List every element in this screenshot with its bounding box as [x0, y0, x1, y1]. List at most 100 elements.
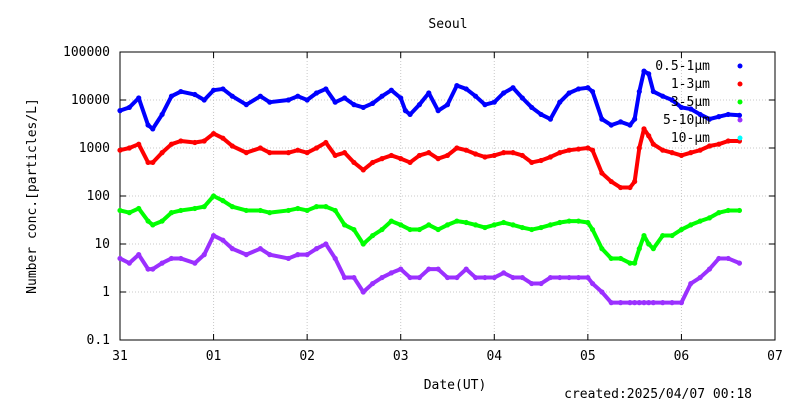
data-segment — [244, 94, 263, 107]
data-segment — [333, 256, 347, 280]
legend-marker — [737, 81, 743, 87]
data-segment — [548, 100, 562, 122]
data-segment — [333, 208, 347, 227]
data-segment — [178, 138, 197, 145]
data-segment — [178, 89, 197, 97]
y-tick-label: 1 — [102, 285, 110, 300]
legend: 0.5-1μm 1-3μm 3-5μm 5-10μm 10-μm — [655, 59, 743, 146]
data-segment — [454, 267, 469, 280]
data-segment — [160, 210, 174, 224]
data-segment — [178, 256, 197, 266]
data-segment — [351, 227, 366, 246]
y-tick-label: 100000 — [63, 45, 110, 60]
data-segment — [267, 252, 291, 261]
x-tick-label: 07 — [767, 349, 783, 364]
data-segment — [136, 252, 151, 272]
x-tick-label: 01 — [206, 349, 222, 364]
y-tick-label: 10 — [94, 237, 110, 252]
data-segment — [230, 246, 249, 257]
data-segment — [637, 69, 646, 94]
data-segment — [202, 194, 216, 209]
y-axis-label: Number conc.[particles/L] — [25, 98, 40, 294]
data-segment — [679, 281, 693, 305]
data-segment — [646, 71, 656, 94]
data-segment — [150, 112, 165, 131]
data-segment — [445, 83, 459, 107]
data-segment — [351, 275, 366, 294]
data-segment — [408, 102, 422, 117]
data-segment — [599, 246, 614, 261]
data-segment — [726, 112, 742, 118]
data-segment — [590, 281, 604, 294]
legend-marker — [737, 135, 743, 141]
data-segment — [464, 267, 478, 280]
data-segment — [632, 246, 642, 266]
data-segment — [160, 94, 174, 117]
x-tick-label: 05 — [580, 349, 596, 364]
data-segment — [136, 206, 151, 224]
y-ticks: 100000 10000 1000 100 10 1 0.1 — [63, 45, 775, 348]
data-segment — [707, 256, 721, 272]
data-segment — [230, 94, 249, 107]
data-segment — [230, 144, 249, 155]
series-3 — [117, 193, 743, 266]
x-ticks: 31 01 02 03 04 05 06 07 — [112, 52, 783, 364]
data-segment — [323, 140, 338, 158]
data-segment — [511, 85, 525, 101]
chart-title: Seoul — [428, 17, 467, 32]
data-segment — [230, 204, 249, 213]
data-segment — [590, 89, 604, 122]
data-segment — [590, 148, 604, 176]
data-segment — [220, 136, 235, 149]
data-segment — [632, 89, 642, 122]
data-segment — [136, 142, 151, 165]
legend-marker — [737, 117, 743, 123]
data-segment — [160, 142, 174, 155]
data-segment — [342, 150, 356, 165]
data-segment — [436, 267, 450, 280]
data-segment — [590, 227, 604, 251]
data-segment — [632, 146, 642, 184]
series-4 — [117, 232, 743, 306]
y-tick-label: 100 — [87, 189, 110, 204]
data-segment — [417, 90, 431, 107]
x-tick-label: 02 — [299, 349, 315, 364]
data-segment — [323, 242, 338, 261]
x-tick-label: 04 — [486, 349, 502, 364]
data-segment — [220, 238, 235, 251]
data-segment — [267, 208, 291, 215]
data-segment — [417, 267, 431, 280]
data-segment — [361, 233, 375, 246]
data-segment — [361, 281, 375, 294]
legend-label: 5-10μm — [663, 113, 710, 128]
data-segment — [520, 96, 534, 110]
data-segment — [389, 88, 403, 101]
data-segment — [380, 219, 394, 232]
data-segment — [150, 150, 165, 165]
data-segment — [726, 256, 742, 266]
data-segment — [599, 171, 614, 184]
data-segment — [473, 94, 487, 107]
data-segment — [651, 233, 665, 251]
legend-label: 10-μm — [671, 131, 710, 146]
x-tick-label: 31 — [112, 349, 128, 364]
data-segment — [492, 90, 506, 105]
y-tick-label: 0.1 — [87, 333, 110, 348]
data-segment — [398, 267, 413, 280]
data-points — [117, 68, 743, 306]
data-segment — [698, 267, 712, 280]
data-segment — [599, 290, 614, 305]
y-tick-label: 10000 — [71, 93, 110, 108]
legend-label: 0.5-1μm — [655, 59, 710, 74]
data-segment — [398, 96, 408, 113]
x-axis-label: Date(UT) — [424, 378, 487, 393]
data-segment — [267, 98, 291, 105]
data-segment — [426, 90, 441, 113]
data-segment — [127, 252, 141, 266]
data-segment — [136, 96, 151, 128]
legend-label: 3-5μm — [671, 95, 710, 110]
legend-label: 1-3μm — [671, 77, 710, 92]
data-segment — [637, 126, 646, 150]
data-segment — [178, 206, 197, 213]
